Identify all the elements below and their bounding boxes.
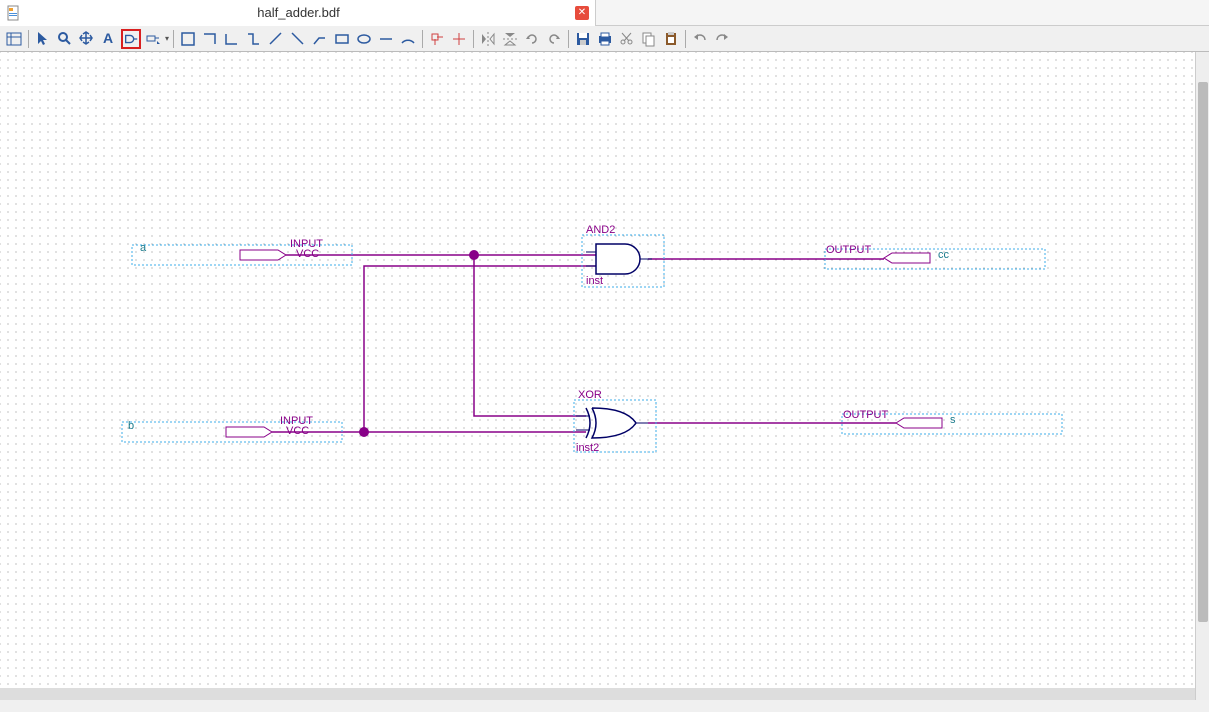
undo-button[interactable]	[690, 29, 710, 49]
file-tab[interactable]: half_adder.bdf ✕	[0, 0, 596, 26]
text-button[interactable]: A	[99, 29, 119, 49]
orth1-button[interactable]	[200, 29, 220, 49]
output-label-cc: cc	[938, 249, 949, 261]
svg-text:A: A	[103, 30, 113, 46]
output-label-s: s	[950, 414, 956, 426]
rect-button[interactable]	[332, 29, 352, 49]
gate-inst-inst2: inst2	[576, 442, 599, 454]
gate-inst-inst: inst	[586, 275, 603, 287]
input-sub-b: VCC	[286, 425, 309, 437]
flip-h-button[interactable]	[478, 29, 498, 49]
diag2-button[interactable]	[288, 29, 308, 49]
tab-title: half_adder.bdf	[22, 5, 575, 20]
symbol-button[interactable]	[121, 29, 141, 49]
rubber2-button[interactable]	[449, 29, 469, 49]
arc-button[interactable]	[398, 29, 418, 49]
scrollbar-thumb[interactable]	[1198, 82, 1208, 622]
input-sub-a: VCC	[296, 248, 319, 260]
diag3-button[interactable]	[310, 29, 330, 49]
input-label-a: a	[140, 242, 146, 254]
paste-button[interactable]	[661, 29, 681, 49]
pointer-button[interactable]	[33, 29, 53, 49]
line-button[interactable]	[376, 29, 396, 49]
dropdown-icon[interactable]: ▾	[165, 34, 169, 43]
find-button[interactable]	[55, 29, 75, 49]
toolbar: A▾	[0, 26, 1209, 52]
gate-type-inst2: XOR	[578, 389, 602, 401]
diag1-button[interactable]	[266, 29, 286, 49]
schematic-settings-button[interactable]	[4, 29, 24, 49]
redo-button[interactable]	[712, 29, 732, 49]
orth2-button[interactable]	[222, 29, 242, 49]
pan-button[interactable]	[77, 29, 97, 49]
output-type-cc: OUTPUT	[826, 244, 871, 256]
flip-v-button[interactable]	[500, 29, 520, 49]
tab-bar: half_adder.bdf ✕	[0, 0, 1209, 26]
rubber1-button[interactable]	[427, 29, 447, 49]
schematic: aINPUTVCCbINPUTVCCccOUTPUTsOUTPUTAND2ins…	[0, 52, 1195, 700]
orth3-button[interactable]	[244, 29, 264, 49]
close-icon[interactable]: ✕	[575, 6, 589, 20]
block-button[interactable]	[178, 29, 198, 49]
copy-button[interactable]	[639, 29, 659, 49]
pin-drop-button[interactable]	[143, 29, 163, 49]
rotate-l-button[interactable]	[522, 29, 542, 49]
input-label-b: b	[128, 420, 134, 432]
output-type-s: OUTPUT	[843, 409, 888, 421]
rotate-r-button[interactable]	[544, 29, 564, 49]
cut-button[interactable]	[617, 29, 637, 49]
scrollbar-h[interactable]	[0, 688, 1195, 700]
canvas[interactable]: aINPUTVCCbINPUTVCCccOUTPUTsOUTPUTAND2ins…	[0, 52, 1195, 700]
save-button[interactable]	[573, 29, 593, 49]
oval-button[interactable]	[354, 29, 374, 49]
file-icon	[6, 5, 22, 21]
scrollbar-v[interactable]	[1195, 52, 1209, 700]
print-button[interactable]	[595, 29, 615, 49]
gate-type-inst: AND2	[586, 224, 615, 236]
